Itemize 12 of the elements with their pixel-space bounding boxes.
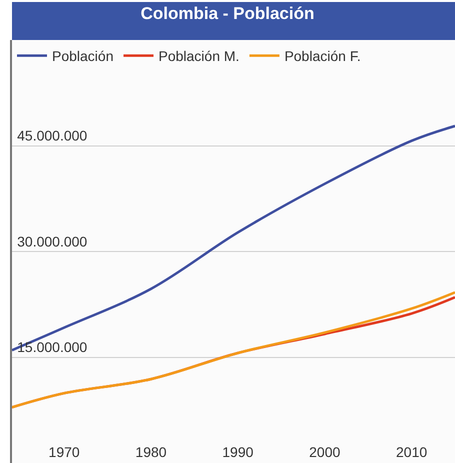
y-tick-label: 30.000.000 [17,233,88,250]
x-tick-label: 1970 [48,444,80,460]
chart-title: Colombia - Población [140,4,314,23]
x-tick-label: 1980 [135,444,167,460]
legend-label: Población M. [158,48,240,64]
legend-label: Población [52,48,114,64]
x-tick-label: 1990 [222,444,254,460]
x-tick-label: 2010 [396,444,428,460]
legend-label: Población F. [284,48,361,64]
y-tick-label: 45.000.000 [17,128,88,144]
x-tick-label: 2000 [309,444,340,460]
y-tick-label: 15.000.000 [17,339,88,356]
